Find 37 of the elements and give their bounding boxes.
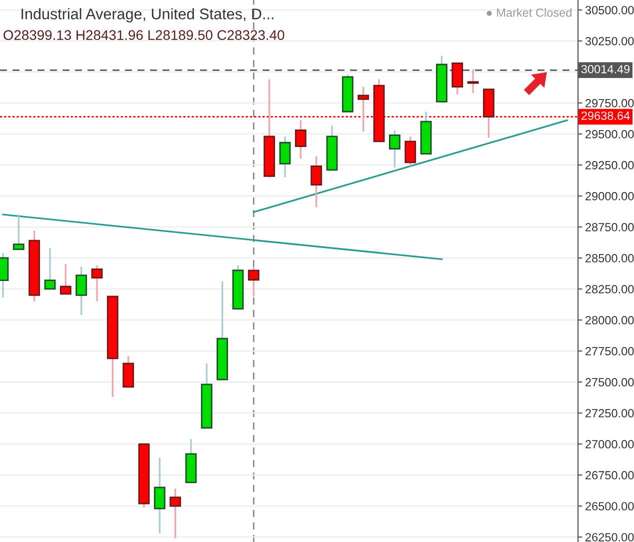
y-tick-label: 27750.00 xyxy=(586,347,634,356)
candlestick xyxy=(294,119,306,160)
annotation: ● Market Closed xyxy=(486,8,572,17)
candlestick xyxy=(467,68,479,94)
y-tick-label: 29750.00 xyxy=(586,98,634,108)
candlestick xyxy=(76,266,88,316)
y-tick-label: 29000.00 xyxy=(586,192,634,200)
y-tick-label: 28500.00 xyxy=(586,254,634,262)
y-tick-label: 29250.00 xyxy=(586,160,634,170)
candlestick xyxy=(91,264,103,302)
candlestick xyxy=(170,488,182,540)
y-tick-label: 28000.00 xyxy=(586,316,634,324)
candlestick xyxy=(452,62,464,96)
y-tick-label: 30500.00 xyxy=(585,6,634,14)
candlestick xyxy=(310,155,322,208)
ref-line-label: 30014.49 xyxy=(581,64,630,74)
y-tick-label: 27000.00 xyxy=(586,440,634,448)
y-tick-label: 29500.00 xyxy=(586,130,634,138)
candlestick xyxy=(122,355,134,388)
y-tick-label: 26250.00 xyxy=(586,533,634,542)
y-tick-label: 28750.00 xyxy=(586,223,634,232)
candlestick xyxy=(60,263,72,295)
candlestick xyxy=(388,129,400,168)
annotation: O28399.13 H28431.96 L28189.50 C28323.40 xyxy=(4,30,284,40)
candlestick xyxy=(404,136,416,168)
candlestick xyxy=(248,266,260,298)
y-tick-label: 28250.00 xyxy=(586,285,634,294)
candlestick xyxy=(12,214,24,250)
y-tick-label: 27250.00 xyxy=(586,409,634,418)
y-tick-label: 27500.00 xyxy=(586,378,634,386)
candlestick xyxy=(44,247,56,290)
y-tick-label: 30250.00 xyxy=(585,36,634,46)
candlestick xyxy=(279,136,291,178)
y-tick-label: 26750.00 xyxy=(586,471,634,480)
ref-line-label: 29638.64 xyxy=(581,112,630,120)
y-tick-label: 26500.00 xyxy=(586,502,634,510)
candlestick xyxy=(154,456,166,534)
